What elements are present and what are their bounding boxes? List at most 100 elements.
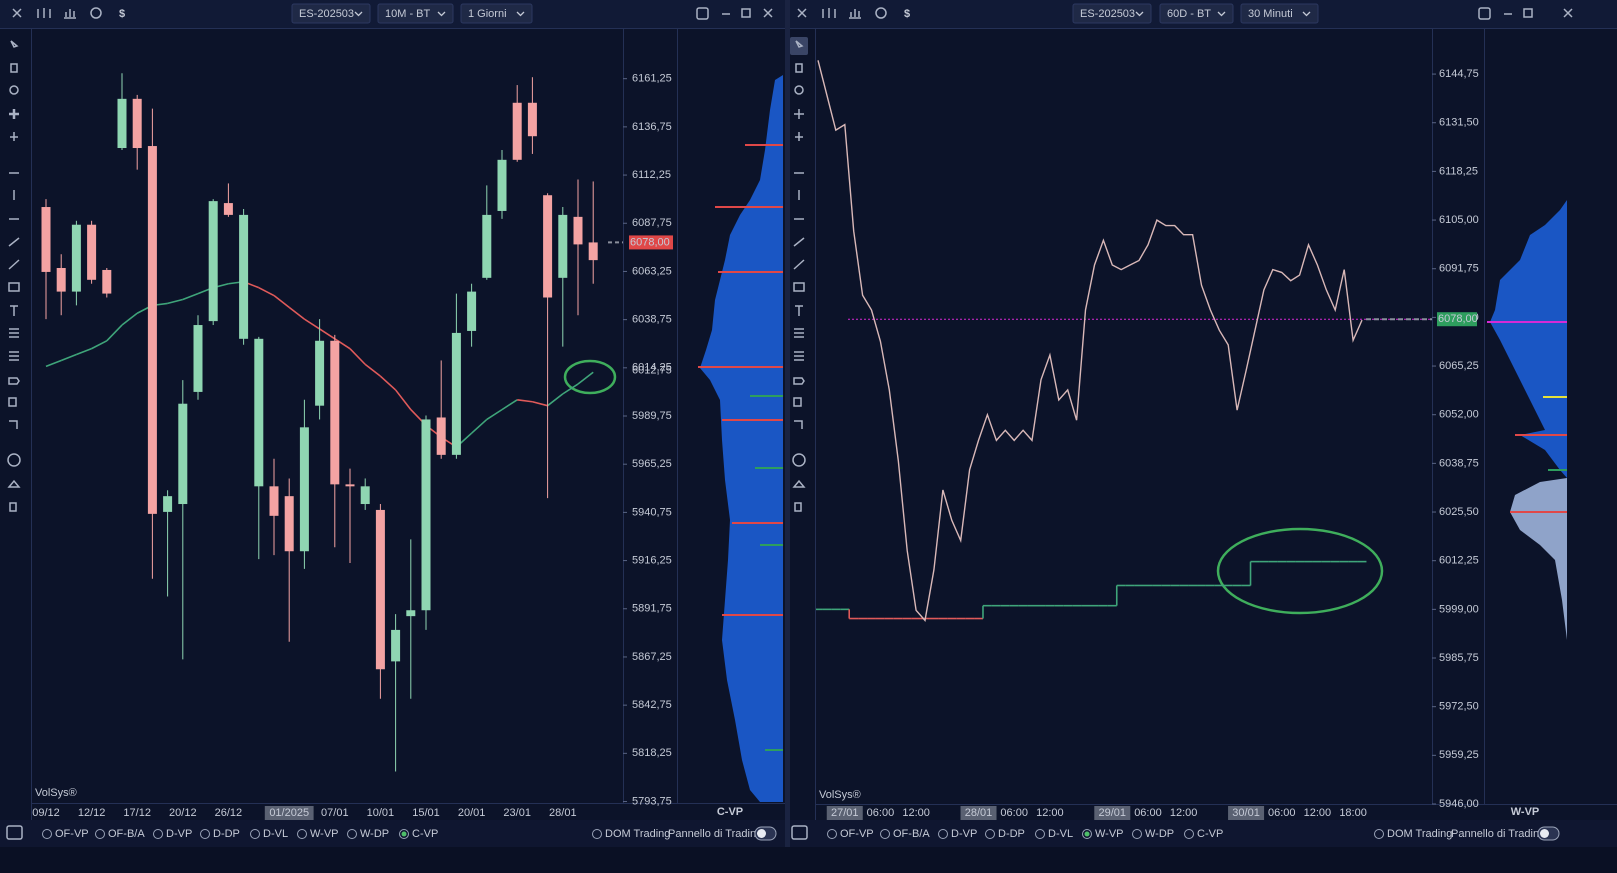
y-tick-label: 5842,75 [632, 699, 672, 711]
dropdown-label[interactable]: ES-202503 [299, 8, 354, 20]
x-tick-label: 07/01 [321, 807, 349, 819]
tool-sidebar-left[interactable] [7, 40, 21, 512]
radio[interactable] [399, 829, 409, 839]
dropdown-label[interactable]: ES-202503 [1080, 8, 1135, 20]
dropdown[interactable] [377, 3, 454, 24]
y-tick-label: 5959,25 [1439, 749, 1479, 761]
radio-label[interactable]: D-DP [213, 828, 240, 840]
radio-label[interactable]: D-DP [998, 828, 1025, 840]
dropdown-label[interactable]: 10M - BT [385, 8, 431, 20]
dropdown-label[interactable]: 30 Minuti [1248, 8, 1293, 20]
radio[interactable] [985, 829, 995, 839]
bars-icon[interactable] [64, 9, 76, 19]
dropdown[interactable] [1159, 3, 1234, 24]
bottom-strip [0, 847, 1617, 873]
chevron[interactable] [1135, 11, 1144, 17]
radio[interactable] [827, 829, 837, 839]
toggle-label[interactable]: Pannello di Trading [668, 828, 762, 840]
radio-label[interactable]: W-DP [1145, 828, 1174, 840]
radio[interactable] [938, 829, 948, 839]
radio-label[interactable]: C-VP [412, 828, 438, 840]
close-icon[interactable] [12, 8, 22, 18]
maximize-icon[interactable] [1523, 8, 1533, 18]
dropdown-label[interactable]: 60D - BT [1167, 8, 1211, 20]
tool-sidebar-right[interactable] [792, 40, 806, 512]
dropdown[interactable] [460, 3, 533, 24]
radio[interactable] [1082, 829, 1092, 839]
radio-label[interactable]: W-DP [360, 828, 389, 840]
radio-label[interactable]: DOM Trading [1387, 828, 1452, 840]
radio-label[interactable]: D-VL [263, 828, 288, 840]
radio-label[interactable]: OF-VP [55, 828, 89, 840]
candle-body [208, 201, 218, 322]
candle-body [512, 102, 522, 160]
x-tick-label: 10/01 [367, 807, 395, 819]
reference-label: 6078,00 [1438, 313, 1478, 325]
chevron[interactable] [1302, 11, 1311, 17]
radio-label[interactable]: D-VL [1048, 828, 1073, 840]
radio[interactable] [880, 829, 890, 839]
y-tick-label: 5940,75 [632, 506, 672, 518]
toggle-label[interactable]: Pannello di Trading [1451, 828, 1545, 840]
settings-icon[interactable] [90, 7, 102, 19]
candle-body [147, 146, 157, 514]
radio[interactable] [1184, 829, 1194, 839]
radio[interactable] [297, 829, 307, 839]
layout-icon[interactable] [1478, 7, 1491, 20]
radio[interactable] [592, 829, 602, 839]
moving-average [394, 389, 412, 411]
currency-icon[interactable]: $ [119, 8, 125, 20]
layout-icon[interactable] [696, 7, 709, 20]
menu-icon[interactable] [791, 825, 808, 840]
candle-body [497, 159, 507, 211]
currency-icon[interactable]: $ [904, 8, 910, 20]
menu-icon[interactable] [6, 825, 23, 840]
chart-icon[interactable] [37, 8, 51, 18]
close-icon[interactable] [763, 8, 773, 18]
chart-icon[interactable] [822, 8, 836, 18]
radio-label[interactable]: W-VP [310, 828, 339, 840]
radio[interactable] [1035, 829, 1045, 839]
chevron[interactable] [516, 11, 525, 17]
y-tick-label: 6012,25 [1439, 555, 1479, 567]
dropdown[interactable] [291, 3, 371, 24]
candle-body [299, 427, 309, 552]
radio[interactable] [1374, 829, 1384, 839]
moving-average [577, 371, 594, 385]
maximize-icon[interactable] [741, 8, 751, 18]
radio[interactable] [42, 829, 52, 839]
dropdown[interactable] [1240, 3, 1319, 24]
radio[interactable] [153, 829, 163, 839]
radio-label[interactable]: OF-VP [840, 828, 874, 840]
y-tick-label: 5999,00 [1439, 603, 1479, 615]
radio-label[interactable]: DOM Trading [605, 828, 670, 840]
footer-left [0, 820, 785, 847]
radio-label[interactable]: D-VP [166, 828, 192, 840]
dropdown[interactable] [1072, 3, 1152, 24]
x-tick-label: 06:00 [1268, 807, 1296, 819]
moving-average [486, 408, 503, 421]
bars-icon[interactable] [849, 9, 861, 19]
radio-label[interactable]: D-VP [951, 828, 977, 840]
radio[interactable] [95, 829, 105, 839]
radio[interactable] [1132, 829, 1142, 839]
close-icon[interactable] [1563, 8, 1573, 18]
candle-body [330, 340, 340, 485]
chevron[interactable] [437, 11, 446, 17]
radio-label[interactable]: OF-B/A [108, 828, 145, 840]
radio[interactable] [200, 829, 210, 839]
radio[interactable] [347, 829, 357, 839]
average-label: 6012,75 [632, 365, 672, 377]
radio-label[interactable]: C-VP [1197, 828, 1223, 840]
x-tick-label: 06:00 [1000, 807, 1028, 819]
moving-average [167, 298, 184, 305]
chevron[interactable] [354, 11, 363, 17]
radio-label[interactable]: W-VP [1095, 828, 1124, 840]
radio-label[interactable]: OF-B/A [893, 828, 930, 840]
close-icon[interactable] [797, 8, 807, 18]
chevron[interactable] [1217, 11, 1226, 17]
settings-icon[interactable] [875, 7, 887, 19]
dropdown-label[interactable]: 1 Giorni [468, 8, 507, 20]
radio[interactable] [250, 829, 260, 839]
